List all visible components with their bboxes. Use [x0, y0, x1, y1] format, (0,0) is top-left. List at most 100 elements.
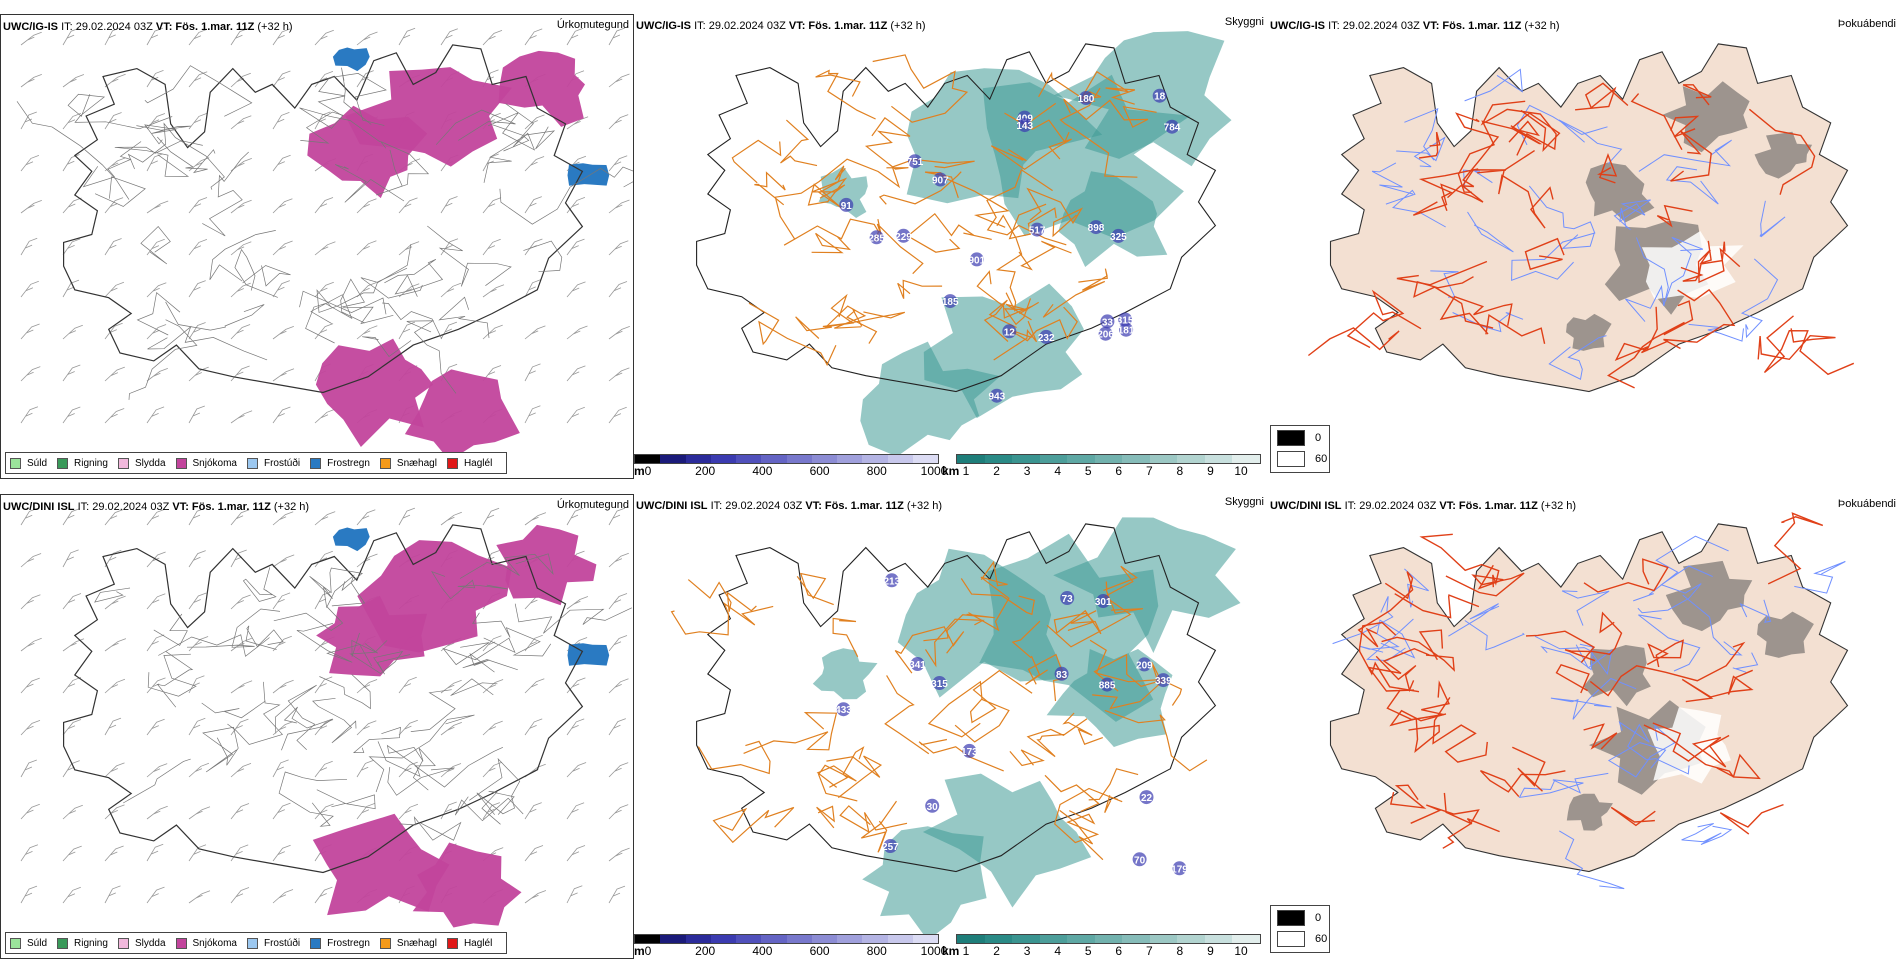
ceiling-value-label: 185: [942, 297, 959, 308]
tick-label: 600: [809, 464, 830, 478]
road-line: [1763, 315, 1855, 376]
road-line: [351, 632, 379, 657]
road-line: [1670, 115, 1700, 138]
fog-area: [1566, 793, 1613, 831]
legend-label: Frostúði: [263, 937, 301, 949]
road-line: [1063, 98, 1157, 128]
tick-label: 400: [752, 944, 773, 958]
legend-label: Frostregn: [327, 937, 370, 949]
precip-type-legend: Súld Rigning Slydda Snjókoma Frostúði Frostre…: [5, 932, 508, 954]
river-line: [1732, 652, 1759, 673]
road-line: [472, 612, 552, 657]
road-line: [317, 73, 387, 126]
tick-label: 4: [1054, 464, 1061, 478]
precip-type-legend: Súld Rigning Slydda Snjókoma Frostúði Frostre…: [5, 452, 508, 474]
tick-label: 200: [695, 944, 716, 958]
road-line: [1394, 593, 1480, 619]
legend-swatch: [446, 937, 458, 949]
road-line: [1089, 639, 1183, 706]
road-line: [158, 634, 270, 657]
tick-label: 1000: [920, 464, 948, 478]
map-canvas[interactable]: [1, 15, 634, 479]
road-line: [1646, 639, 1684, 668]
road-line: [406, 320, 457, 394]
road-line: [483, 135, 530, 183]
road-line: [153, 613, 188, 646]
low-visibility-area: [922, 773, 1092, 908]
legend-label: Súld: [27, 457, 48, 469]
legend-item: Frostregn: [310, 457, 370, 469]
legend-item: Slydda: [117, 457, 166, 469]
ceiling-value-label: 143: [1016, 121, 1033, 132]
road-line: [1018, 240, 1072, 271]
map-canvas[interactable]: [1, 495, 634, 959]
road-line: [815, 69, 876, 120]
model-name: UWC/IG-IS: [636, 20, 691, 32]
river-line: [1462, 169, 1493, 189]
road-line: [481, 790, 515, 825]
ceiling-value-label: 22: [1141, 793, 1153, 804]
legend-item: Snjókoma: [175, 937, 237, 949]
road-line: [864, 117, 911, 170]
legend-label: Haglél: [463, 937, 493, 949]
legend-item: Snjókoma: [175, 457, 237, 469]
map-canvas[interactable]: 3414337383301209173301798852231521333925…: [634, 494, 1268, 959]
legend-swatch: [117, 937, 129, 949]
ceiling-values: 341 433 73 83 301 209 173 30 179 885 22 315 213 339 25…: [835, 573, 1188, 876]
road-line: [1092, 653, 1165, 710]
road-line: [242, 567, 277, 602]
road-line: [829, 746, 865, 788]
visibility-colorbar: [956, 934, 1261, 944]
road-line: [412, 746, 504, 791]
coastline: [63, 524, 584, 874]
road-line: [995, 214, 1023, 313]
lead-time: (+32 h): [906, 500, 943, 512]
ceiling-unit: m: [634, 464, 645, 478]
map-canvas[interactable]: 2297511802857849073255174092329012061813…: [634, 14, 1268, 479]
map-panel-top-3: UWC/IG-IS IT: 29.02.2024 03Z VT: Fös. 1.…: [1268, 14, 1900, 479]
river-line: [1638, 614, 1701, 672]
road-line: [748, 302, 837, 367]
river-line: [1332, 596, 1394, 645]
freezing-rain-area: [332, 527, 370, 552]
map-canvas[interactable]: [1268, 494, 1900, 959]
fog-area: [1585, 162, 1655, 223]
road-line: [697, 740, 771, 775]
lead-time: (+32 h): [273, 501, 310, 513]
road-line: [499, 166, 633, 225]
road-line: [1447, 112, 1500, 199]
road-line: [1439, 295, 1513, 335]
road-line: [1375, 655, 1417, 693]
road-line: [334, 164, 405, 203]
legend-label: Súld: [27, 937, 48, 949]
legend-label: Haglél: [463, 457, 493, 469]
fog-area: [1754, 131, 1813, 179]
map-panel-bottom-2: 341 433 73 83 301 209 173 30 179 885 22 315 213 339 25…: [634, 494, 1268, 959]
road-line: [754, 171, 786, 206]
river-line: [1548, 335, 1607, 380]
road-line: [459, 553, 554, 579]
road-line: [816, 764, 858, 802]
road-line: [1389, 709, 1447, 753]
road-line: [1432, 697, 1488, 763]
tick-label: 2: [993, 944, 1000, 958]
tick-label: 7: [1145, 464, 1153, 478]
legend-swatch: [57, 457, 69, 469]
road-line: [1003, 298, 1032, 326]
road-line: [382, 302, 442, 339]
road-line: [94, 587, 131, 603]
legend-item: Rigning: [57, 457, 108, 469]
road-line: [824, 293, 867, 329]
road-line: [136, 291, 181, 336]
snow-area: [312, 813, 450, 916]
map-canvas[interactable]: [1268, 14, 1900, 479]
road-line: [1358, 621, 1420, 693]
river-line: [1618, 721, 1690, 775]
road-line: [1062, 712, 1104, 745]
ceiling-value-label: 12: [1004, 327, 1016, 338]
model-name: UWC/IG-IS: [1270, 20, 1325, 32]
valid-time: VT: Fös. 1.mar. 11Z: [805, 500, 904, 512]
ceiling-value-label: 206: [1097, 330, 1114, 341]
legend-label: 60: [1315, 933, 1328, 945]
road-line: [1357, 571, 1414, 648]
